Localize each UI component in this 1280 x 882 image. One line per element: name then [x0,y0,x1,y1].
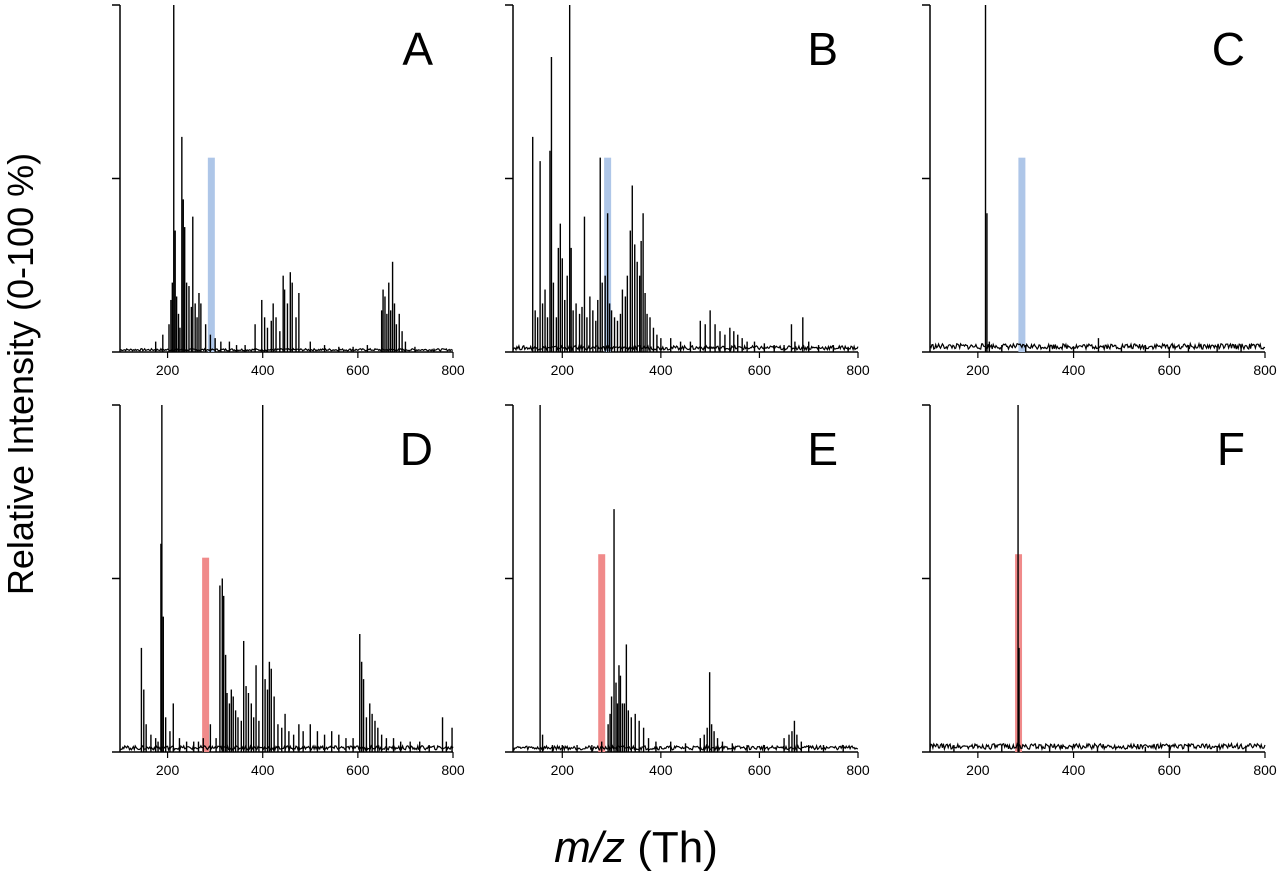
x-tick-label: 600 [1158,362,1182,378]
x-tick-label: 200 [551,762,575,778]
y-axis-label: Relative Intensity (0-100 %) [0,153,41,595]
x-tick-label: 600 [748,362,772,378]
panel-b: 200 400 600 800 B [505,4,870,378]
x-tick-label: 200 [156,762,180,778]
panel-letter: B [807,23,838,75]
x-axis-label: m/z (Th) [554,823,718,872]
panel-c: 200 400 600 800 C [922,4,1277,378]
baseline-trace [119,347,454,352]
x-axis-label-unit: (Th) [625,823,718,872]
x-tick-label: 600 [346,762,370,778]
x-axis-label-italic: m/z [554,823,625,872]
panel-letter: F [1217,423,1245,475]
x-tick-label: 800 [846,362,870,378]
baseline-trace [119,743,454,752]
baseline-trace [929,341,1266,352]
panel-letter: A [402,23,433,75]
x-tick-label: 600 [748,762,772,778]
x-tick-label: 400 [251,362,275,378]
panel-f: 200 400 600 800 F [922,404,1277,778]
x-tick-label: 800 [441,762,465,778]
x-tick-label: 200 [966,362,990,378]
x-tick-label: 600 [346,362,370,378]
marker-bar [207,157,215,352]
x-tick-label: 400 [649,362,673,378]
x-tick-label: 800 [846,762,870,778]
x-tick-label: 200 [551,362,575,378]
panel-letter: D [400,423,433,475]
x-tick-label: 600 [1158,762,1182,778]
x-tick-label: 800 [1253,362,1277,378]
marker-bar [202,557,210,752]
x-tick-label: 400 [1062,362,1086,378]
panel-letter: E [807,423,838,475]
panel-a: 200 400 600 800 A [112,4,465,378]
panel-letter: C [1212,23,1245,75]
x-tick-label: 800 [1253,762,1277,778]
panel-d: 200 400 600 800 D [112,404,465,778]
x-tick-label: 400 [251,762,275,778]
panel-e: 200 400 600 800 E [505,404,870,778]
marker-bar [598,554,606,752]
x-tick-label: 200 [966,762,990,778]
marker-bar [1018,157,1026,352]
x-tick-label: 400 [1062,762,1086,778]
x-tick-label: 200 [156,362,180,378]
x-tick-label: 400 [649,762,673,778]
x-tick-label: 800 [441,362,465,378]
